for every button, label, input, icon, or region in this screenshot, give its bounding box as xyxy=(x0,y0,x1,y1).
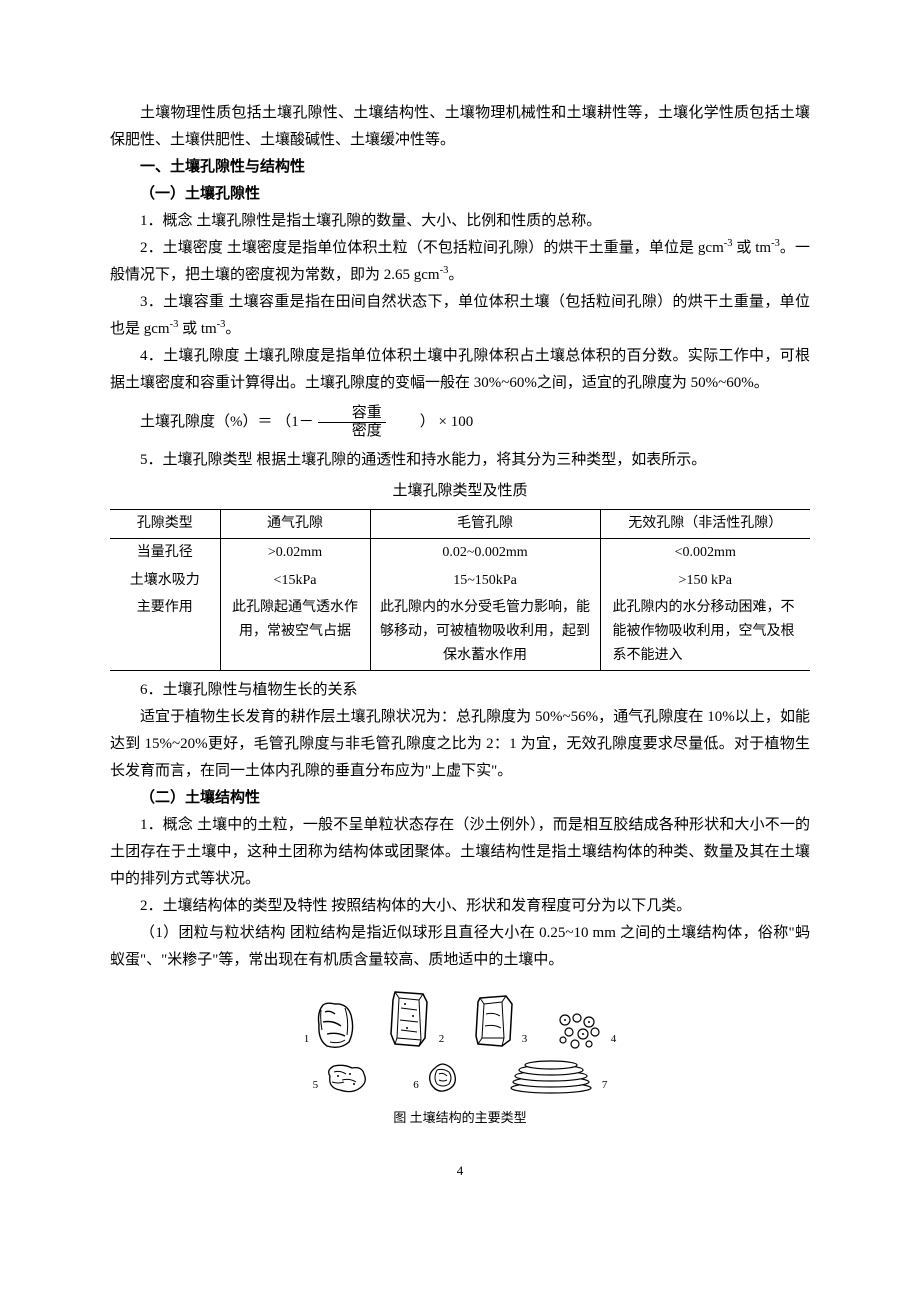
page-number: 4 xyxy=(110,1159,810,1182)
table-cell: 此孔隙内的水分移动困难，不能被作物吸收利用，空气及根系不能进入 xyxy=(600,594,810,670)
table-cell: >0.02mm xyxy=(220,538,370,566)
figure-item-5: 5 xyxy=(313,1062,369,1096)
intro-paragraph: 土壤物理性质包括土壤孔隙性、土壤结构性、土壤物理机械性和土壤耕性等，土壤化学性质… xyxy=(110,100,810,154)
heading-subsection-1-1: （一）土壤孔隙性 xyxy=(110,181,810,208)
soil-crumb-icon xyxy=(324,1062,368,1096)
para-5-pore-types: 5．土壤孔隙类型 根据土壤孔隙的通透性和持水能力，将其分为三种类型，如表所示。 xyxy=(110,447,810,474)
table-cell: >150 kPa xyxy=(600,567,810,595)
formula-porosity: 土壤孔隙度（%）＝ （1－ 容重 密度 ） × 100 xyxy=(110,397,810,447)
figure-label: 2 xyxy=(439,1030,445,1050)
fraction-denominator: 密度 xyxy=(318,423,386,440)
para-10-granular: （1）团粒与粒状结构 团粒结构是指近似球形且直径大小在 0.25~10 mm 之… xyxy=(110,920,810,974)
table-row: 土壤水吸力 <15kPa 15~150kPa >150 kPa xyxy=(110,567,810,595)
table-header-cell: 通气孔隙 xyxy=(220,510,370,539)
formula-right: ） × 100 xyxy=(390,409,473,436)
soil-block-icon xyxy=(385,988,433,1050)
table-caption: 土壤孔隙类型及性质 xyxy=(110,478,810,505)
soil-nut-icon xyxy=(425,1060,461,1096)
figure-item-4: 4 xyxy=(555,1010,617,1050)
figure-label: 3 xyxy=(522,1030,528,1050)
fraction-numerator: 容重 xyxy=(318,405,386,423)
table-row: 当量孔径 >0.02mm 0.02~0.002mm <0.002mm xyxy=(110,538,810,566)
soil-clod-icon xyxy=(315,1000,357,1050)
formula-left: 土壤孔隙度（%）＝ （1－ xyxy=(110,409,314,436)
para-2-density: 2．土壤密度 土壤密度是指单位体积土粒（不包括粒间孔隙）的烘干土重量，单位是 g… xyxy=(110,235,810,289)
soil-granule-cluster-icon xyxy=(555,1010,605,1050)
fraction: 容重 密度 xyxy=(318,405,386,439)
soil-prism-icon xyxy=(472,992,516,1050)
figure-label: 4 xyxy=(611,1030,617,1050)
para-4-porosity: 4．土壤孔隙度 土壤孔隙度是指单位体积土壤中孔隙体积占土壤总体积的百分数。实际工… xyxy=(110,343,810,397)
figure-item-6: 6 xyxy=(413,1060,461,1096)
text-span: 或 tm xyxy=(178,321,216,337)
table-header-cell: 毛管孔隙 xyxy=(370,510,600,539)
para-3-bulk-density: 3．土壤容重 土壤容重是指在田间自然状态下，单位体积土壤（包括粒间孔隙）的烘干土… xyxy=(110,289,810,343)
table-cell: 0.02~0.002mm xyxy=(370,538,600,566)
text-span: 。 xyxy=(225,321,240,337)
heading-subsection-1-2: （二）土壤结构性 xyxy=(110,785,810,812)
table-cell: 此孔隙内的水分受毛管力影响，能够移动，可被植物吸收利用，起到保水蓄水作用 xyxy=(370,594,600,670)
table-cell: 此孔隙起通气透水作用，常被空气占据 xyxy=(220,594,370,670)
figure-label: 6 xyxy=(413,1076,419,1096)
table-header-cell: 孔隙类型 xyxy=(110,510,220,539)
figure-caption: 图 土壤结构的主要类型 xyxy=(290,1106,630,1129)
pore-type-table: 孔隙类型 通气孔隙 毛管孔隙 无效孔隙（非活性孔隙） 当量孔径 >0.02mm … xyxy=(110,509,810,671)
figure-item-3: 3 xyxy=(472,992,528,1050)
figure-label: 7 xyxy=(602,1076,608,1096)
table-row: 主要作用 此孔隙起通气透水作用，常被空气占据 此孔隙内的水分受毛管力影响，能够移… xyxy=(110,594,810,670)
figure-item-2: 2 xyxy=(385,988,445,1050)
table-cell: <0.002mm xyxy=(600,538,810,566)
para-1-concept: 1．概念 土壤孔隙性是指土壤孔隙的数量、大小、比例和性质的总称。 xyxy=(110,208,810,235)
soil-platy-icon xyxy=(506,1058,596,1096)
table-cell: 土壤水吸力 xyxy=(110,567,220,595)
superscript: -3 xyxy=(724,238,733,249)
para-9-structure-types: 2．土壤结构体的类型及特性 按照结构体的大小、形状和发育程度可分为以下几类。 xyxy=(110,893,810,920)
text-span: 或 tm xyxy=(733,240,772,256)
table-header-row: 孔隙类型 通气孔隙 毛管孔隙 无效孔隙（非活性孔隙） xyxy=(110,510,810,539)
para-8-structure-concept: 1．概念 土壤中的土粒，一般不呈单粒状态存在（沙土例外），而是相互胶结成各种形状… xyxy=(110,812,810,893)
table-cell: 主要作用 xyxy=(110,594,220,670)
superscript: -3 xyxy=(771,238,780,249)
figure-label: 5 xyxy=(313,1076,319,1096)
figure-row-1: 1 2 3 4 xyxy=(290,988,630,1050)
para-7-plant-growth: 适宜于植物生长发育的耕作层土壤孔隙状况为：总孔隙度为 50%~56%，通气孔隙度… xyxy=(110,704,810,785)
figure-label: 1 xyxy=(304,1030,310,1050)
figure-soil-structures: 1 2 3 4 5 6 7 图 土壤结构的主要类型 xyxy=(290,988,630,1129)
heading-section-1: 一、土壤孔隙性与结构性 xyxy=(110,154,810,181)
figure-row-2: 5 6 7 xyxy=(290,1058,630,1096)
table-cell: 15~150kPa xyxy=(370,567,600,595)
text-span: 2．土壤密度 土壤密度是指单位体积土粒（不包括粒间孔隙）的烘干土重量，单位是 g… xyxy=(140,240,724,256)
text-span: 。 xyxy=(448,267,463,283)
table-header-cell: 无效孔隙（非活性孔隙） xyxy=(600,510,810,539)
table-cell: 当量孔径 xyxy=(110,538,220,566)
figure-item-7: 7 xyxy=(506,1058,608,1096)
figure-item-1: 1 xyxy=(304,1000,358,1050)
table-cell: <15kPa xyxy=(220,567,370,595)
para-6-title: 6．土壤孔隙性与植物生长的关系 xyxy=(110,677,810,704)
